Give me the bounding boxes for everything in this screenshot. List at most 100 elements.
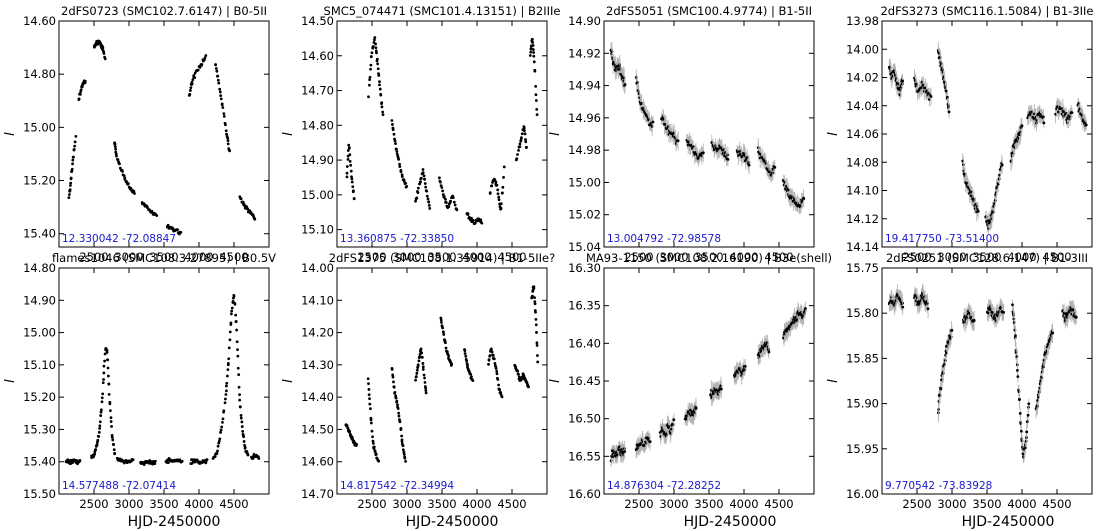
data-point [469,372,473,376]
data-point [234,319,238,323]
data-point [416,191,420,195]
data-point [414,199,417,203]
data-point [525,145,528,149]
data-point [217,81,221,85]
data-point [373,38,376,42]
data-point [79,88,83,92]
data-point [237,385,241,389]
data-point [114,147,118,151]
data-point [523,129,526,133]
x-tick-label: 2500 [624,250,653,264]
data-point [236,366,240,370]
data-point [421,368,425,371]
data-point [437,176,441,180]
data-point [1084,123,1088,127]
y-tick-label: 15.20 [23,174,56,188]
data-point [719,384,723,388]
data-point [216,78,220,82]
data-point [533,68,537,72]
data-point [230,309,234,313]
data-point [471,218,475,222]
data-point [67,193,71,196]
y-tick-label: 15.75 [846,261,879,275]
y-tick-label: 14.70 [301,487,334,501]
x-tick-label: 4000 [1007,497,1036,511]
data-point [451,196,455,199]
data-point [78,92,82,96]
x-tick-label: 3500 [694,497,723,511]
data-point [973,207,977,211]
data-point [113,452,117,456]
y-tick-label: 16.50 [568,412,601,426]
y-tick-label: 16.55 [568,449,601,463]
coordinates-label: 14.876304 -72.28252 [607,480,721,492]
data-point [535,107,539,111]
data-point [228,149,232,153]
data-point [396,407,400,410]
data-point [118,162,121,166]
data-point [496,192,500,196]
plot-frame [336,267,548,495]
data-point [226,142,230,146]
data-point [122,174,126,178]
data-point [98,424,102,428]
data-point [196,68,200,72]
x-tick-label: 2500 [357,250,386,264]
data-point [226,139,230,142]
data-point [1018,412,1022,415]
data-point [404,181,408,185]
y-tick-label: 14.10 [846,184,879,198]
y-tick-label: 15.30 [23,422,56,436]
data-points [64,294,261,466]
data-point [380,105,384,109]
x-tick-label: 3500 [972,250,1001,264]
data-point [253,217,257,221]
data-point [108,409,112,413]
data-point [1016,375,1020,379]
x-tick-label: 4000 [462,250,491,264]
data-point [371,45,375,48]
x-axis-label-col-3: HJD-2450000 [684,514,777,530]
coordinates-label: 19.417750 -73.51400 [885,233,999,245]
data-point [96,438,100,442]
data-point [239,416,243,420]
y-tick-label: 16.40 [568,336,601,350]
data-point [348,430,352,434]
data-point [520,136,523,139]
data-point [121,169,124,173]
data-point [787,188,791,192]
data-point [246,207,249,211]
data-point [379,93,383,97]
data-point [230,306,234,310]
data-point [440,320,443,324]
coordinates-label: 12.330042 -72.08847 [62,233,176,245]
data-point [180,459,184,463]
data-point [107,392,111,396]
data-point [224,389,228,393]
y-axis-label: I [548,379,563,383]
data-point [222,114,226,118]
y-tick-label: 14.94 [568,79,601,93]
data-point [392,385,396,389]
data-point [102,378,105,381]
data-point [226,374,229,378]
data-point [222,409,226,413]
plot-frame [58,20,270,248]
y-tick-label: 14.80 [23,261,56,275]
data-point [100,396,104,400]
data-point [371,435,374,439]
data-point [347,143,351,147]
data-point [495,372,499,376]
data-point [390,123,394,126]
data-point [465,359,468,363]
x-tick-label: 4500 [497,497,526,511]
data-point [99,42,103,45]
plot-frame [881,267,1093,495]
panel-5: flames1046 (SMC108.3.27895) | B0.5V I 2500… [3,251,276,511]
data-point [423,380,427,384]
data-point [416,363,420,367]
data-point [392,380,395,384]
data-point [449,199,453,203]
data-point [950,328,954,332]
